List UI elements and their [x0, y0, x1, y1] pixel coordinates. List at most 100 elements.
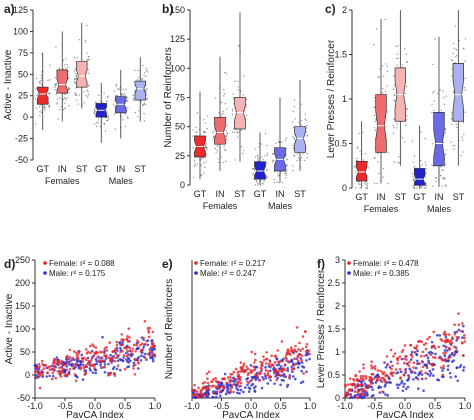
- raw-point: [205, 146, 207, 148]
- female-point: [349, 394, 353, 398]
- x-tick-label: -1.0: [184, 401, 200, 411]
- female-point: [424, 371, 427, 375]
- female-point: [216, 380, 219, 384]
- male-point: [415, 353, 419, 356]
- male-point: [244, 386, 247, 389]
- raw-point: [412, 175, 414, 178]
- x-tick-label: -0.5: [57, 401, 73, 411]
- category-label: GT: [37, 164, 50, 174]
- male-point: [122, 356, 125, 359]
- female-point: [133, 363, 137, 367]
- female-point: [453, 332, 457, 336]
- male-point: [55, 356, 59, 359]
- raw-point: [412, 161, 414, 163]
- raw-point: [225, 72, 228, 75]
- female-point: [297, 347, 300, 351]
- legend-female-marker: [43, 261, 47, 265]
- male-point: [220, 383, 224, 386]
- female-point: [256, 375, 260, 378]
- male-point: [150, 339, 153, 343]
- raw-point: [406, 115, 408, 117]
- raw-point: [106, 112, 108, 114]
- raw-point: [398, 156, 400, 158]
- raw-point: [443, 178, 446, 180]
- female-point: [302, 372, 305, 375]
- male-point: [455, 330, 459, 334]
- female-point: [193, 383, 196, 387]
- raw-point: [202, 157, 204, 159]
- male-point: [414, 376, 418, 379]
- female-point: [369, 382, 373, 385]
- female-point: [382, 378, 386, 382]
- raw-point: [365, 187, 367, 189]
- raw-point: [374, 120, 376, 123]
- female-point: [35, 376, 39, 379]
- male-point: [278, 367, 281, 370]
- raw-point: [255, 180, 258, 182]
- female-point: [85, 358, 88, 362]
- raw-point: [137, 115, 139, 118]
- female-point: [412, 361, 416, 365]
- female-point: [128, 353, 131, 357]
- raw-point: [65, 58, 67, 60]
- female-point: [132, 367, 135, 370]
- female-point: [58, 373, 62, 377]
- raw-point: [455, 56, 457, 58]
- raw-point: [284, 172, 286, 174]
- raw-point: [118, 88, 120, 90]
- group-label: Males: [268, 201, 293, 211]
- female-point: [100, 350, 104, 354]
- box-panel-c: c) 2 1.5 1 0.5 0 Lever Presses / Reinforcer GT I…: [325, 2, 467, 214]
- female-point: [253, 352, 257, 356]
- raw-point: [97, 94, 100, 96]
- raw-point: [85, 94, 87, 97]
- female-point: [53, 358, 57, 361]
- raw-point: [245, 114, 248, 117]
- female-point: [81, 360, 85, 363]
- male-point: [107, 362, 110, 366]
- female-point: [428, 335, 431, 339]
- female-point: [191, 393, 195, 397]
- female-point: [355, 396, 359, 400]
- raw-point: [364, 153, 367, 155]
- female-point: [94, 346, 98, 349]
- y-tick-label: 0.5: [327, 370, 340, 380]
- male-point: [151, 359, 155, 363]
- female-point: [283, 368, 287, 372]
- male-point: [446, 349, 449, 352]
- female-point: [130, 350, 133, 353]
- male-point: [449, 375, 453, 379]
- raw-point: [396, 53, 399, 56]
- x-tick-label: 1.0: [149, 401, 162, 411]
- male-point: [67, 363, 71, 366]
- male-point: [132, 361, 136, 365]
- female-point: [104, 354, 108, 357]
- x-tick-label: -0.5: [214, 401, 230, 411]
- female-point: [250, 371, 253, 374]
- raw-point: [413, 186, 416, 188]
- raw-point: [234, 80, 236, 82]
- male-point: [286, 383, 290, 387]
- raw-point: [444, 132, 446, 134]
- male-point: [264, 376, 268, 380]
- raw-point: [462, 151, 464, 153]
- raw-point: [234, 159, 237, 161]
- female-point: [116, 364, 120, 367]
- raw-point: [75, 77, 77, 80]
- female-point: [134, 349, 137, 353]
- male-point: [228, 383, 232, 387]
- y-tick-label: 2: [335, 301, 340, 311]
- x-tick-label: 0.0: [245, 401, 258, 411]
- raw-point: [296, 159, 298, 162]
- raw-point: [95, 102, 98, 104]
- male-point: [80, 353, 84, 357]
- female-point: [220, 385, 223, 388]
- female-point: [131, 347, 134, 351]
- female-point: [107, 373, 110, 377]
- raw-point: [54, 77, 56, 79]
- raw-point: [445, 95, 447, 97]
- female-point: [249, 368, 252, 372]
- female-point: [58, 366, 61, 370]
- male-point: [396, 386, 400, 390]
- female-point: [421, 350, 425, 354]
